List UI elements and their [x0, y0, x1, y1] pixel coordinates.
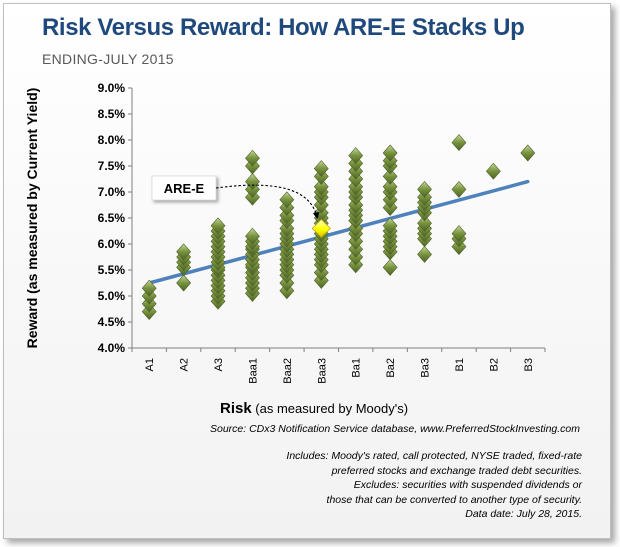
x-tick-label: B3: [523, 358, 535, 371]
x-axis-label: Risk (as measured by Moody's): [220, 400, 408, 417]
x-tick-label: A1: [144, 358, 156, 371]
y-tick-label: 6.5%: [98, 211, 126, 225]
data-point: [313, 178, 329, 196]
data-point: [451, 225, 467, 243]
callout-box: [151, 175, 217, 201]
y-tick-label: 8.0%: [98, 133, 126, 147]
x-tick-label: Baa1: [247, 358, 259, 384]
x-tick-label: A2: [179, 358, 191, 371]
x-tick-label: Ba1: [351, 358, 363, 378]
x-tick-label: Baa2: [282, 358, 294, 384]
data-point: [210, 217, 226, 235]
y-tick-label: 6.0%: [98, 237, 126, 251]
data-point: [451, 180, 467, 198]
data-point: [245, 149, 260, 167]
callout-arrow: [215, 184, 320, 220]
highlight-point: [311, 218, 331, 238]
includes-note: Includes: Moody's rated, call protected,…: [202, 449, 582, 522]
includes-line: those that can be converted to another t…: [326, 493, 582, 506]
data-point: [382, 167, 398, 185]
chart-title: Risk Versus Reward: How ARE-E Stacks Up: [42, 14, 525, 41]
y-axis-label: Reward (as measured by Current Yield): [24, 88, 40, 349]
y-tick-label: 9.0%: [98, 81, 126, 95]
y-tick-label: 4.0%: [98, 341, 126, 355]
data-point: [313, 160, 329, 178]
y-tick-label: 7.5%: [98, 159, 126, 173]
x-tick-label: Ba3: [420, 358, 432, 378]
x-tick-label: B1: [454, 358, 466, 371]
data-point: [382, 178, 398, 196]
data-point: [451, 134, 467, 152]
data-point: [141, 279, 157, 297]
x-tick-label: A3: [213, 358, 225, 371]
chart-subtitle: ENDING-JULY 2015: [42, 51, 174, 67]
data-point: [520, 144, 536, 162]
includes-line: preferred stocks and exchange traded deb…: [331, 464, 582, 477]
y-tick-label: 5.5%: [98, 263, 126, 277]
chart-frame: [3, 3, 611, 539]
callout-label: ARE-E: [164, 181, 205, 196]
data-point: [417, 180, 432, 198]
includes-line: Data date: July 28, 2015.: [465, 508, 582, 520]
x-axis-label-main: Risk: [220, 400, 252, 417]
data-point: [176, 274, 192, 292]
x-tick-label: B2: [488, 358, 500, 371]
x-tick-label: Baa3: [316, 358, 328, 384]
source-note: Source: CDx3 Notification Service databa…: [210, 423, 580, 435]
y-tick-label: 5.0%: [98, 289, 126, 303]
x-tick-label: Ba2: [385, 358, 397, 378]
data-point: [245, 227, 260, 245]
y-tick-label: 4.5%: [98, 315, 126, 329]
y-tick-label: 8.5%: [98, 107, 126, 121]
data-point: [382, 217, 398, 235]
data-point: [382, 144, 398, 162]
x-axis-label-note: (as measured by Moody's): [251, 401, 409, 416]
includes-line: Includes: Moody's rated, call protected,…: [286, 450, 582, 462]
data-point: [348, 147, 364, 165]
data-point: [485, 162, 501, 180]
data-point: [417, 214, 432, 232]
data-point: [176, 243, 192, 261]
data-point: [279, 191, 295, 209]
includes-line: Excludes: securities with suspended divi…: [353, 479, 582, 491]
y-tick-label: 7.0%: [98, 185, 126, 199]
data-point: [417, 245, 432, 263]
data-point: [382, 258, 398, 276]
